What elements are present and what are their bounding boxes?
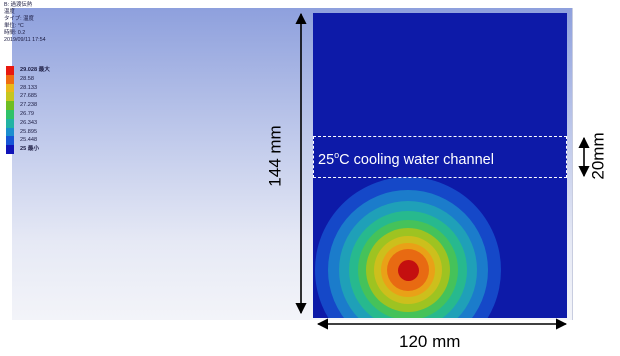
width-dimension-label: 120 mm [399, 332, 461, 351]
channel-dimension-label: 20mm [588, 132, 608, 180]
legend-swatch [6, 92, 14, 102]
legend-swatch [6, 66, 14, 75]
legend-item: 26.79 [6, 109, 50, 119]
temperature-domain [313, 13, 567, 318]
legend-time: 時間: 0.2 [4, 30, 26, 36]
color-legend: 29.028 最大 28.58 28.133 27.685 27.238 26.79 26.… [6, 66, 50, 154]
legend-item: 27.685 [6, 92, 50, 102]
legend-item: 28.133 [6, 83, 50, 93]
legend-swatch [6, 145, 14, 154]
legend-type-line: 温度 [4, 9, 15, 15]
legend-swatch [6, 109, 14, 119]
height-dimension-label: 144 mm [265, 125, 285, 187]
legend-label: 29.028 最大 [20, 67, 50, 73]
legend-type: タイプ: 温度 [4, 16, 34, 22]
legend-swatch [6, 83, 14, 93]
legend-swatch [6, 136, 14, 146]
channel-label-degree: o [334, 150, 340, 160]
legend-item: 26.343 [6, 118, 50, 128]
legend-swatch [6, 101, 14, 110]
legend-date: 2019/09/11 17:54 [4, 37, 46, 43]
channel-label-suffix: C cooling water channel [339, 151, 494, 168]
cooling-channel-box [313, 136, 567, 178]
legend-swatch [6, 127, 14, 137]
legend-label: 28.58 [20, 75, 34, 82]
legend-item: 28.58 [6, 74, 50, 84]
legend-label: 28.133 [20, 84, 38, 91]
channel-label-prefix: 25 [318, 151, 335, 168]
cooling-channel-label: 25oC cooling water channel [318, 150, 564, 168]
legend-title: B: 過渡伝熱 [4, 2, 33, 8]
legend-label: 25 最小 [20, 146, 39, 153]
legend-label: 26.79 [20, 110, 34, 117]
legend-label: 25.448 [20, 137, 38, 144]
legend-item: 25 最小 [6, 145, 50, 154]
hotspot [397, 259, 419, 281]
legend-swatch [6, 74, 14, 84]
legend-item: 27.238 [6, 101, 50, 110]
legend-header: B: 過渡伝熱 温度 タイプ: 温度 単位: °C 時間: 0.2 2019/0… [4, 2, 124, 44]
legend-label: 25.895 [20, 128, 38, 135]
legend-item: 25.895 [6, 127, 50, 137]
legend-label: 26.343 [20, 119, 38, 126]
legend-swatch [6, 118, 14, 128]
legend-label: 27.238 [20, 102, 38, 109]
legend-item: 29.028 最大 [6, 66, 50, 75]
legend-item: 25.448 [6, 136, 50, 146]
legend-unit: 単位: °C [4, 23, 24, 29]
legend-label: 27.685 [20, 93, 38, 100]
